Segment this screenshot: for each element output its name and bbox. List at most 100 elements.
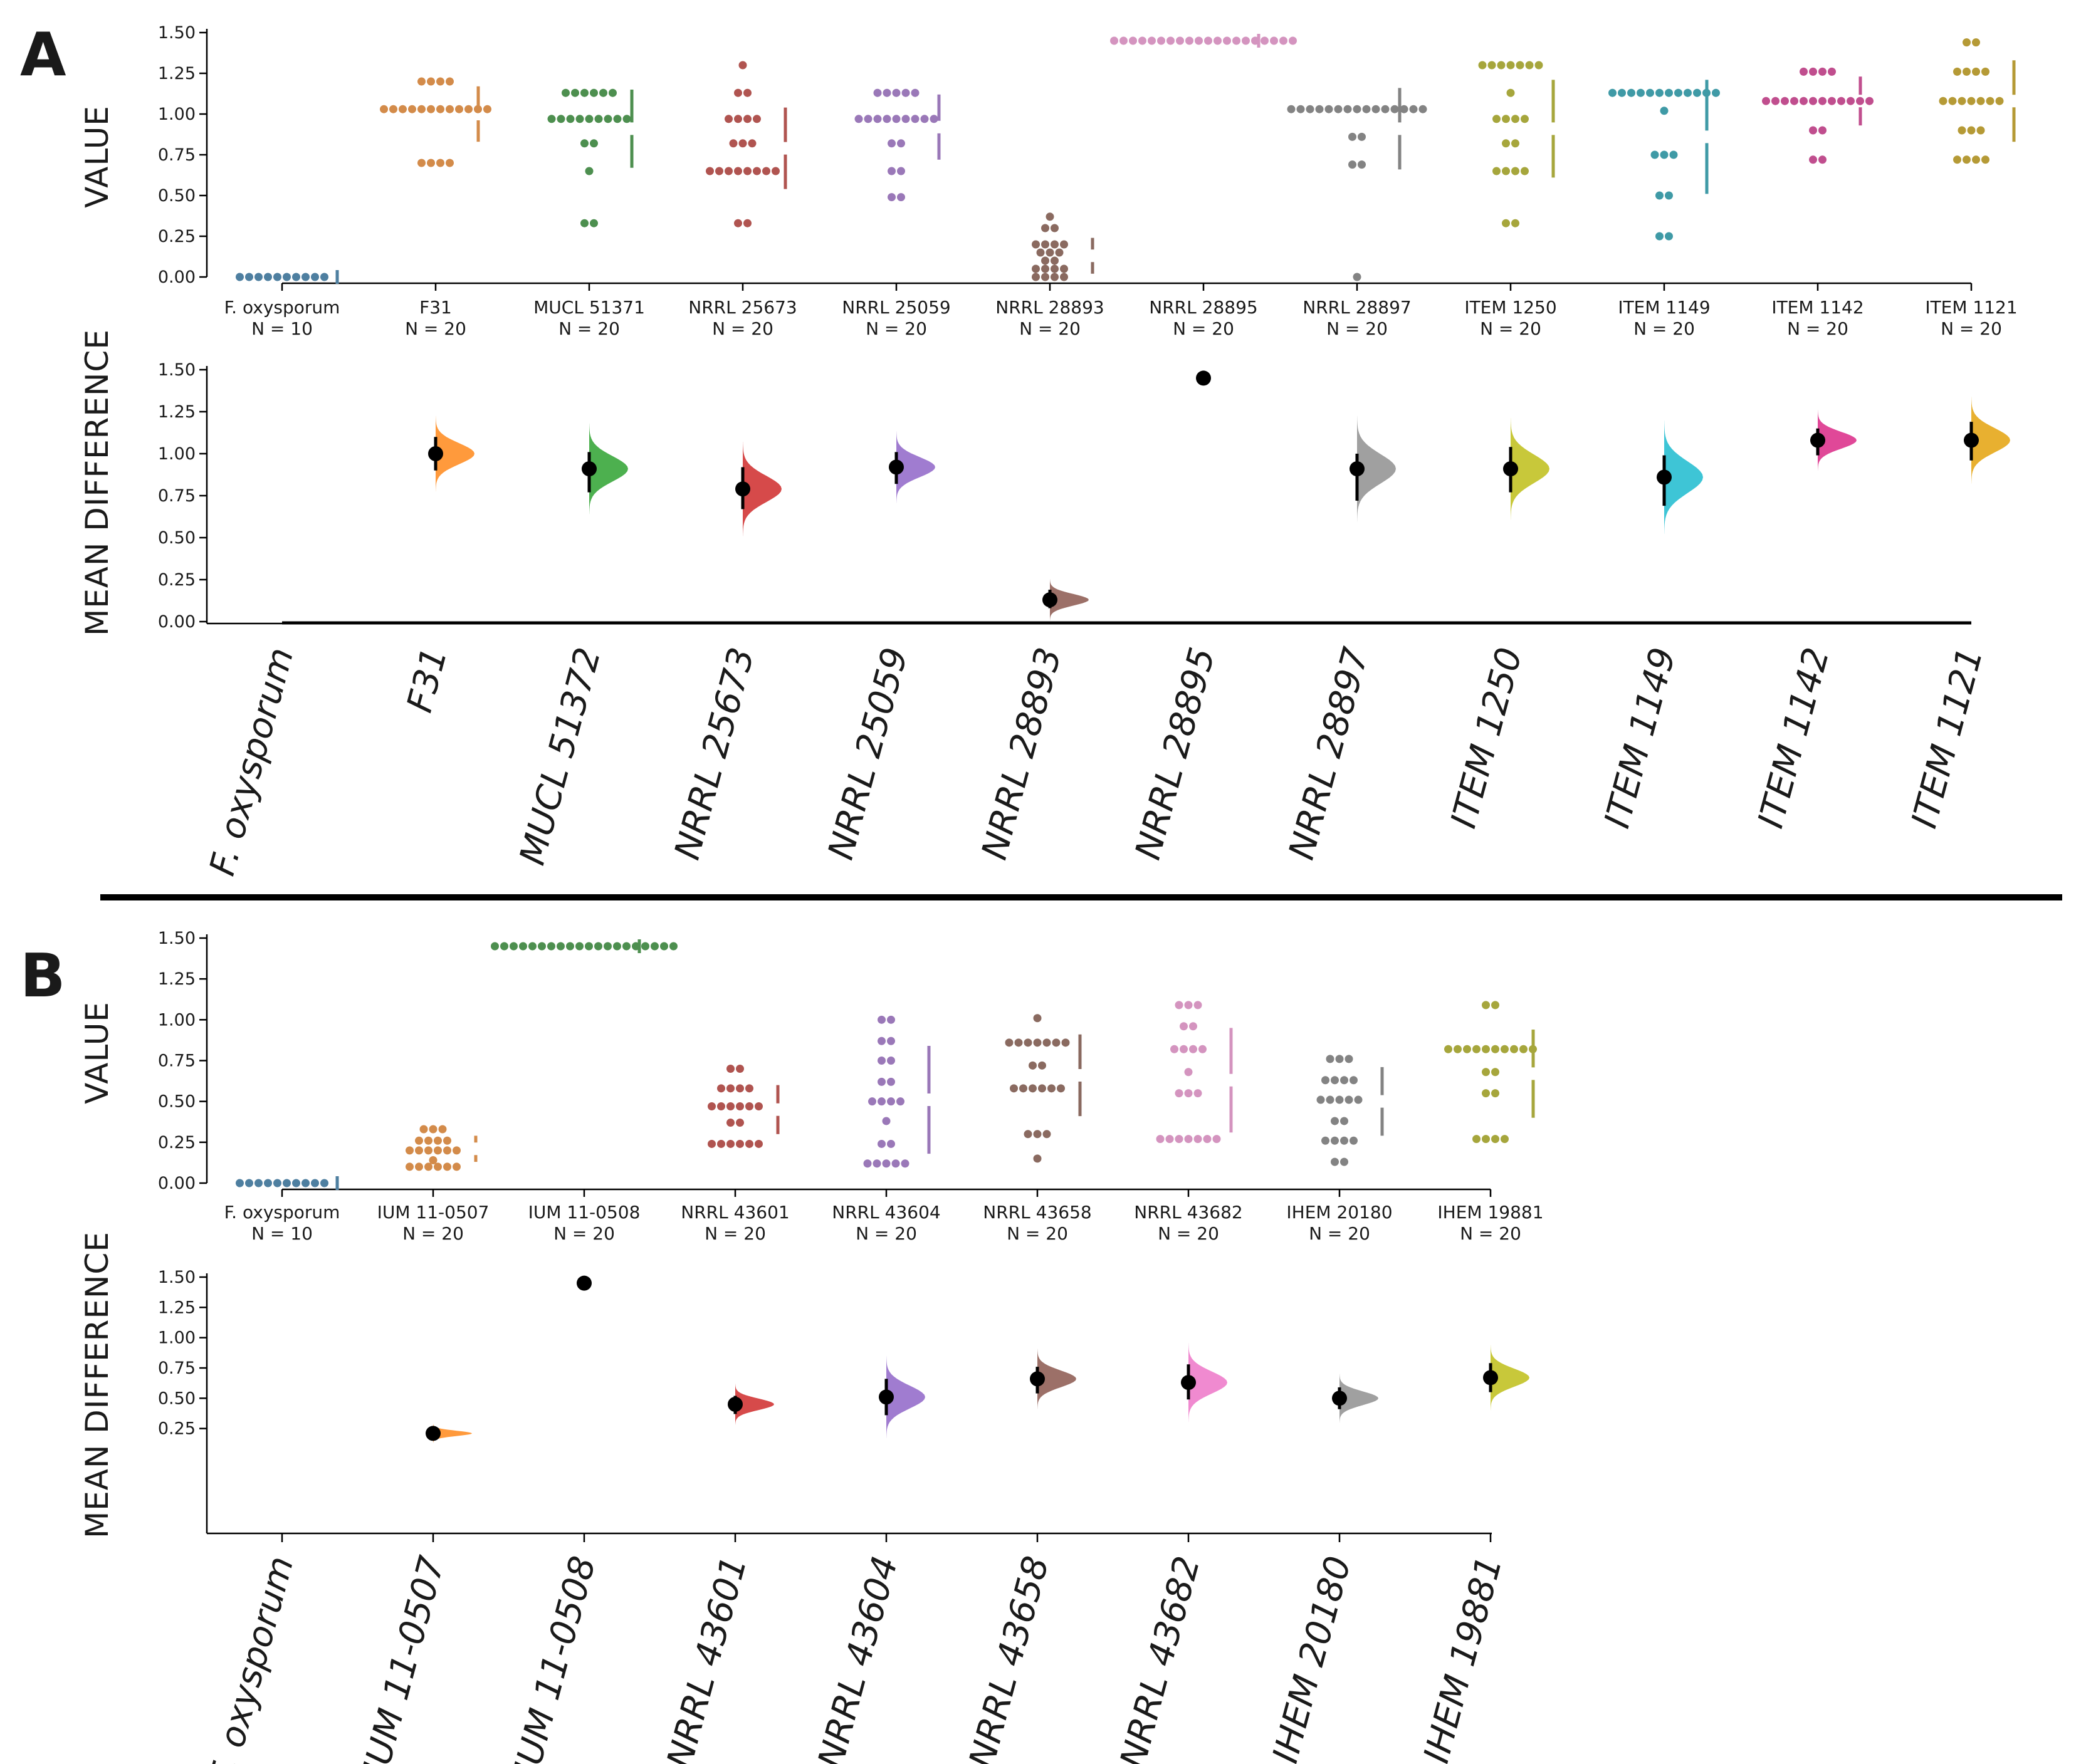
data-point xyxy=(901,88,910,97)
mean-difference-point xyxy=(1030,1371,1045,1387)
data-point xyxy=(888,193,896,202)
data-point xyxy=(717,1084,725,1093)
data-point xyxy=(417,105,426,113)
data-point xyxy=(604,115,612,123)
data-point xyxy=(254,1179,263,1187)
group-label: F. oxysporum xyxy=(224,297,340,318)
group-label: ITEM 1121 xyxy=(1925,297,2017,318)
data-point xyxy=(538,942,546,951)
data-point xyxy=(1041,264,1049,273)
mean-difference-point xyxy=(889,459,904,475)
data-point xyxy=(1242,36,1250,45)
data-point xyxy=(1287,105,1296,113)
data-point xyxy=(1482,1135,1490,1144)
data-point xyxy=(1986,97,1995,105)
mean-difference-y-tick-label: 1.50 xyxy=(158,360,196,380)
mean-difference-point xyxy=(1810,432,1825,448)
data-point xyxy=(1454,1045,1462,1053)
data-point xyxy=(453,1162,461,1171)
group-rotated-label: NRRL 28895 xyxy=(1128,644,1224,864)
data-point xyxy=(897,139,905,148)
mean-difference-point xyxy=(1964,432,1979,448)
data-point xyxy=(1637,88,1645,97)
data-point xyxy=(1041,240,1049,249)
data-point xyxy=(1967,126,1976,135)
data-point xyxy=(1665,88,1673,97)
bootstrap-distribution xyxy=(433,1424,472,1443)
data-point xyxy=(1511,219,1519,227)
data-point xyxy=(575,115,584,123)
group-label: NRRL 43658 xyxy=(983,1202,1091,1223)
data-point xyxy=(599,88,607,97)
data-point xyxy=(236,1179,244,1187)
value-y-tick-label: 0.50 xyxy=(158,186,196,206)
group-rotated-label: MUCL 51372 xyxy=(512,644,609,869)
data-point xyxy=(491,942,499,951)
group-rotated-label: NRRL 43601 xyxy=(659,1552,755,1764)
data-point xyxy=(1963,67,1971,76)
data-point xyxy=(1051,273,1059,281)
data-point xyxy=(1976,97,1985,105)
data-point xyxy=(415,1162,423,1171)
group-rotated-label: IUM 11-0507 xyxy=(355,1552,453,1764)
bootstrap-distribution xyxy=(1339,1374,1378,1423)
data-point xyxy=(415,1136,423,1145)
data-point xyxy=(1418,105,1427,113)
data-point xyxy=(427,159,435,167)
data-point xyxy=(408,105,416,113)
data-point xyxy=(399,105,407,113)
mean-difference-y-tick-label: 0.50 xyxy=(158,528,196,548)
mean-difference-y-tick-label: 0.25 xyxy=(158,570,196,590)
data-point xyxy=(1041,224,1049,232)
value-y-tick-label: 0.75 xyxy=(158,1052,196,1071)
group-label: IHEM 19881 xyxy=(1437,1202,1543,1223)
data-point xyxy=(1371,105,1380,113)
data-point xyxy=(1032,240,1040,249)
data-point xyxy=(320,273,328,281)
data-point xyxy=(1198,1045,1207,1053)
data-point xyxy=(1972,38,1980,47)
group-label: NRRL 25059 xyxy=(842,297,950,318)
data-point xyxy=(557,115,565,123)
data-point xyxy=(1390,105,1399,113)
data-point xyxy=(887,1015,895,1024)
data-point xyxy=(1129,36,1137,45)
data-point xyxy=(1204,36,1212,45)
data-point xyxy=(715,167,723,175)
group-label: ITEM 1142 xyxy=(1771,297,1863,318)
data-point xyxy=(736,1119,744,1127)
data-point xyxy=(1472,1045,1481,1053)
bootstrap-distribution xyxy=(1971,397,2010,484)
group-label: ITEM 1250 xyxy=(1464,297,1556,318)
data-point xyxy=(1335,1055,1344,1063)
data-point xyxy=(762,167,770,175)
data-point xyxy=(1189,1045,1197,1053)
panel-b: B0.000.250.500.751.001.251.50VALUE0.250.… xyxy=(20,929,1544,1764)
mean-difference-point xyxy=(1181,1375,1196,1391)
group-label: NRRL 43601 xyxy=(681,1202,789,1223)
mean-difference-y-tick-label: 0.50 xyxy=(158,1389,196,1408)
data-point xyxy=(1958,97,1966,105)
data-point xyxy=(483,105,491,113)
group-rotated-label: IUM 11-0508 xyxy=(506,1552,604,1764)
data-point xyxy=(1032,273,1040,281)
data-point xyxy=(1501,1135,1509,1144)
data-point xyxy=(883,115,891,123)
data-point xyxy=(417,159,426,167)
data-point xyxy=(726,1139,735,1148)
group-n-label: N = 20 xyxy=(856,1223,917,1244)
data-point xyxy=(1270,36,1278,45)
data-point xyxy=(1036,248,1045,257)
data-point xyxy=(613,115,622,123)
group-n-label: N = 20 xyxy=(1633,318,1695,339)
data-point xyxy=(580,219,589,227)
data-point xyxy=(438,1125,447,1134)
value-axis-title: VALUE xyxy=(79,105,115,208)
group-n-label: N = 10 xyxy=(251,318,313,339)
data-point xyxy=(429,1156,438,1165)
group-n-label: N = 20 xyxy=(402,1223,464,1244)
group-label: NRRL 25673 xyxy=(688,297,797,318)
data-point xyxy=(1057,1084,1065,1093)
